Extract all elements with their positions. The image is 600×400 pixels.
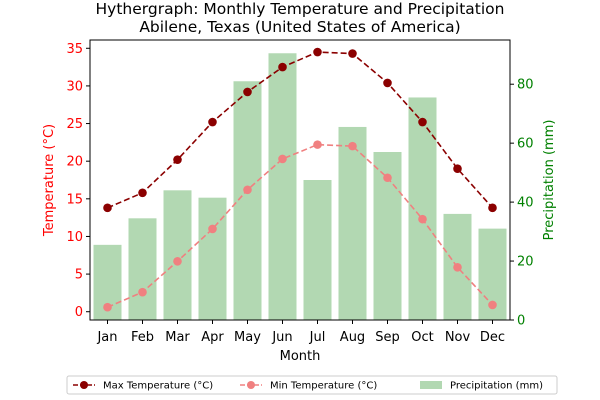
max-temp-point-sep bbox=[383, 78, 392, 88]
x-tick-label-jul: Jul bbox=[309, 330, 326, 345]
x-tick-label-may: May bbox=[234, 330, 261, 345]
y-right-tick-label: 60 bbox=[517, 137, 534, 152]
x-tick-label-dec: Dec bbox=[480, 330, 505, 345]
y-axis-left-label: Temperature (°C) bbox=[42, 124, 57, 237]
max-temp-point-nov bbox=[453, 164, 462, 174]
y-right-tick-label: 20 bbox=[517, 255, 534, 270]
temperature-lines bbox=[103, 47, 497, 312]
max-temp-point-feb bbox=[138, 188, 147, 198]
min-temp-point-feb bbox=[138, 287, 147, 297]
y-right-tick-label: 40 bbox=[517, 196, 534, 211]
chart-title: Hythergraph: Monthly Temperature and Pre… bbox=[96, 0, 505, 18]
min-temp-point-aug bbox=[348, 141, 357, 151]
precip-bar-jul bbox=[303, 180, 332, 320]
min-temp-point-dec bbox=[488, 300, 497, 310]
y-left-tick-label: 10 bbox=[66, 230, 83, 245]
max-temp-point-jan bbox=[103, 203, 112, 213]
max-temp-point-apr bbox=[208, 117, 217, 127]
min-temp-point-jan bbox=[103, 302, 112, 312]
max-temp-point-jun bbox=[278, 62, 287, 72]
y-left-tick-label: 25 bbox=[66, 117, 83, 132]
precip-bar-apr bbox=[198, 197, 227, 320]
max-temp-line bbox=[107, 51, 494, 209]
y-left-tick-label: 20 bbox=[66, 155, 83, 170]
max-temp-point-may bbox=[243, 87, 252, 97]
x-tick-label-nov: Nov bbox=[445, 330, 471, 345]
x-tick-label-sep: Sep bbox=[375, 330, 400, 345]
max-temp-point-jul bbox=[313, 47, 322, 57]
min-temp-line bbox=[107, 143, 494, 308]
precip-bar-mar bbox=[163, 190, 192, 320]
legend-swatch-precip bbox=[420, 381, 442, 389]
x-tick-label-jun: Jun bbox=[271, 330, 292, 345]
precip-bar-feb bbox=[128, 218, 157, 320]
legend-label-max: Max Temperature (°C) bbox=[103, 381, 213, 392]
max-temp-point-dec bbox=[488, 203, 497, 213]
x-tick-label-oct: Oct bbox=[411, 330, 433, 345]
y-left-tick-label: 15 bbox=[66, 192, 83, 207]
max-temp-point-mar bbox=[173, 155, 182, 164]
y-left-tick-label: 5 bbox=[75, 268, 83, 283]
legend-marker-max bbox=[80, 381, 88, 389]
legend: Max Temperature (°C) Min Temperature (°C)… bbox=[66, 375, 558, 395]
min-temp-point-mar bbox=[173, 256, 182, 266]
min-temp-point-apr bbox=[208, 224, 217, 234]
y-right-tick-label: 80 bbox=[517, 78, 534, 93]
min-temp-point-sep bbox=[383, 173, 392, 183]
min-temp-point-oct bbox=[418, 214, 427, 224]
axes: 0 5 10 15 20 25 30 35 0 20 40 60 80 Jan Feb Mar Apr May Ju… bbox=[66, 39, 534, 345]
precip-bar-aug bbox=[338, 126, 367, 321]
y-left-tick-label: 35 bbox=[66, 42, 83, 57]
x-axis-label: Month bbox=[280, 349, 321, 364]
x-tick-label-jan: Jan bbox=[96, 330, 117, 345]
min-temp-point-nov bbox=[453, 263, 462, 272]
y-left-tick-label: 30 bbox=[66, 79, 83, 94]
y-right-tick-label: 0 bbox=[517, 314, 525, 329]
precip-bar-jun bbox=[268, 53, 297, 321]
chart-subtitle: Abilene, Texas (United States of America… bbox=[139, 18, 460, 36]
x-tick-label-mar: Mar bbox=[165, 330, 190, 345]
y-left-tick-label: 0 bbox=[75, 305, 83, 320]
max-temp-point-oct bbox=[418, 117, 427, 127]
max-temp-point-aug bbox=[348, 49, 357, 58]
precip-bar-may bbox=[233, 81, 262, 321]
x-tick-label-aug: Aug bbox=[340, 330, 365, 345]
x-tick-label-apr: Apr bbox=[201, 330, 224, 345]
legend-marker-min bbox=[247, 381, 255, 389]
min-temp-point-jul bbox=[313, 140, 322, 149]
legend-frame bbox=[66, 375, 558, 395]
y-axis-right-label: Precipitation (mm) bbox=[542, 120, 557, 241]
legend-label-min: Min Temperature (°C) bbox=[270, 381, 377, 392]
min-temp-point-jun bbox=[278, 154, 287, 164]
plot-frame bbox=[89, 39, 511, 321]
min-temp-point-may bbox=[243, 185, 252, 195]
x-tick-label-feb: Feb bbox=[131, 330, 154, 345]
legend-label-precip: Precipitation (mm) bbox=[450, 381, 543, 392]
